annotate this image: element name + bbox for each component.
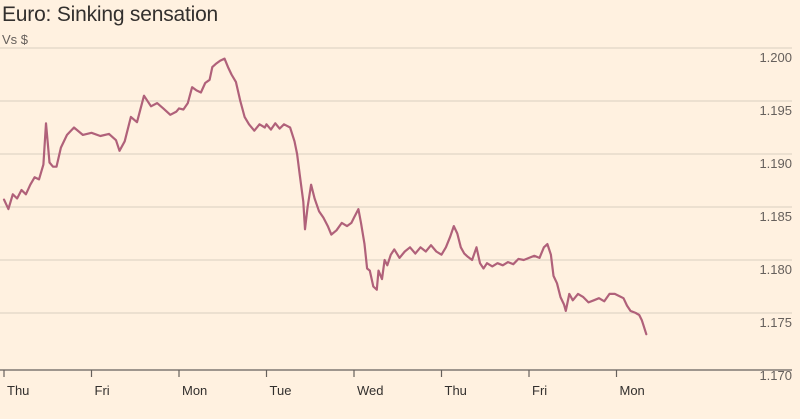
- x-tick-label: Wed: [357, 383, 384, 398]
- chart-title: Euro: Sinking sensation: [2, 3, 219, 26]
- x-tick-label: Fri: [532, 383, 547, 398]
- x-axis-ticks: Thu Fri Mon Tue Wed Thu Fri Mon: [3, 370, 645, 398]
- y-axis-unit-label: Vs $: [2, 32, 29, 47]
- series-line-eur-usd: [2, 57, 648, 336]
- x-tick-label: Mon: [182, 383, 207, 398]
- series-layer: [2, 57, 648, 336]
- y-axis-ticks: 1.200 1.195 1.190 1.185 1.180 1.175 1.170: [759, 50, 792, 383]
- y-tick-label: 1.175: [759, 315, 792, 330]
- y-tick-label: 1.180: [759, 262, 792, 277]
- y-tick-label: 1.185: [759, 209, 792, 224]
- y-tick-label: 1.200: [759, 50, 792, 65]
- x-tick-label: Mon: [620, 383, 645, 398]
- x-tick-label: Fri: [95, 383, 110, 398]
- gridlines: [0, 47, 792, 314]
- x-tick-label: Tue: [270, 383, 292, 398]
- x-tick-label: Thu: [445, 383, 467, 398]
- y-tick-label: 1.170: [759, 368, 792, 383]
- x-tick-label: Thu: [7, 383, 29, 398]
- y-tick-label: 1.195: [759, 103, 792, 118]
- y-tick-label: 1.190: [759, 156, 792, 171]
